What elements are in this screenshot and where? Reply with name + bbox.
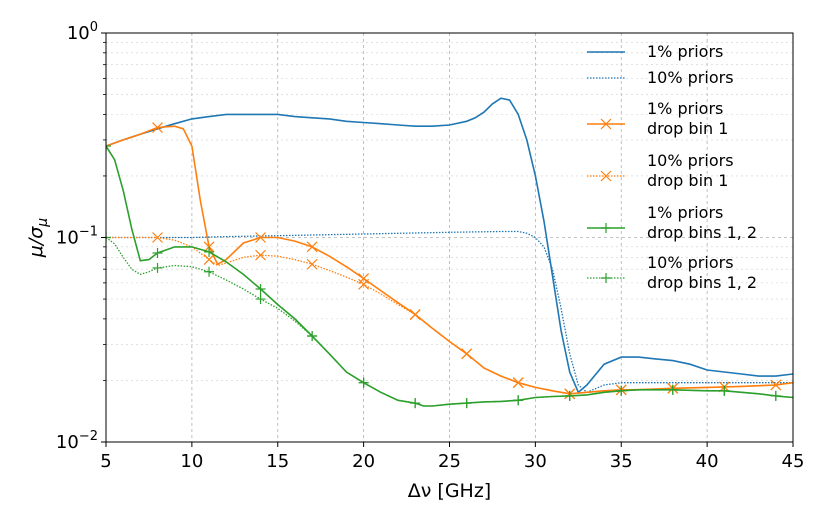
legend-label: 1% priors <box>647 203 723 222</box>
x-tick-label: 20 <box>352 451 375 472</box>
y-tick-label: 100 <box>67 20 98 44</box>
data-point <box>203 254 215 265</box>
x-axis-label: Δν [GHz] <box>408 480 491 502</box>
data-point <box>564 390 575 401</box>
data-point <box>358 278 370 290</box>
series-2 <box>106 230 793 394</box>
data-point <box>255 249 266 261</box>
x-tick-label: 40 <box>696 451 719 472</box>
legend-label: drop bins 1, 2 <box>647 273 757 292</box>
x-tick-label: 5 <box>100 451 111 472</box>
x-tick-label: 25 <box>438 451 461 472</box>
data-point <box>106 232 111 243</box>
y-tick-label: 10−1 <box>56 225 98 249</box>
data-point <box>255 232 266 243</box>
series-line <box>106 97 793 394</box>
legend-label: drop bin 1 <box>647 119 728 138</box>
legend-entry: 10% priors <box>587 68 734 87</box>
series-1 <box>106 97 793 394</box>
legend-marker <box>601 223 611 233</box>
x-tick-label: 35 <box>610 451 633 472</box>
data-point <box>204 246 215 257</box>
data-point <box>307 330 318 341</box>
data-point <box>770 379 782 391</box>
legend-label: 10% priors <box>647 68 734 87</box>
legend-label: 1% priors <box>647 42 723 61</box>
data-point <box>152 122 163 133</box>
series-6 <box>106 232 793 409</box>
data-point <box>306 258 318 270</box>
legend-label: drop bin 1 <box>647 171 728 190</box>
legend-entry: 1% priors <box>587 42 723 61</box>
legend-label: 10% priors <box>647 151 734 170</box>
y-tick-label: 10−2 <box>56 429 98 453</box>
data-point <box>255 283 266 294</box>
x-tick-label: 15 <box>266 451 289 472</box>
y-axis-label-text: μ/σμ <box>25 218 51 259</box>
x-tick-label: 45 <box>782 451 805 472</box>
series-line <box>106 236 793 407</box>
data-point <box>461 348 473 360</box>
data-point <box>358 377 369 388</box>
data-point <box>409 309 421 320</box>
data-point <box>719 385 730 396</box>
data-point <box>410 398 421 409</box>
data-point <box>512 377 524 389</box>
data-point <box>152 232 163 243</box>
series-layer <box>106 97 793 409</box>
x-tick-label: 30 <box>524 451 547 472</box>
data-point <box>204 266 215 277</box>
data-point <box>106 141 111 152</box>
x-tick-label: 10 <box>180 451 203 472</box>
data-point <box>770 390 781 401</box>
data-point <box>152 262 163 273</box>
legend-label: 1% priors <box>647 99 723 118</box>
series-line <box>106 230 793 394</box>
data-point <box>616 385 627 396</box>
series-line <box>106 236 793 395</box>
data-point <box>513 395 524 406</box>
legend-marker <box>600 170 612 182</box>
data-point <box>667 384 678 395</box>
legend-marker <box>601 273 611 283</box>
legend-label: 10% priors <box>647 253 734 272</box>
data-point <box>255 294 266 305</box>
y-axis-label: μ/σμ <box>25 218 51 259</box>
data-point <box>461 398 472 409</box>
axis-ticks: 5 10 15 20 25 30 35 40 45 10−2 10−1 100 <box>56 20 805 472</box>
data-point <box>306 241 318 253</box>
legend-label: drop bins 1, 2 <box>647 223 757 242</box>
legend-marker <box>600 118 612 130</box>
data-point <box>152 247 163 258</box>
